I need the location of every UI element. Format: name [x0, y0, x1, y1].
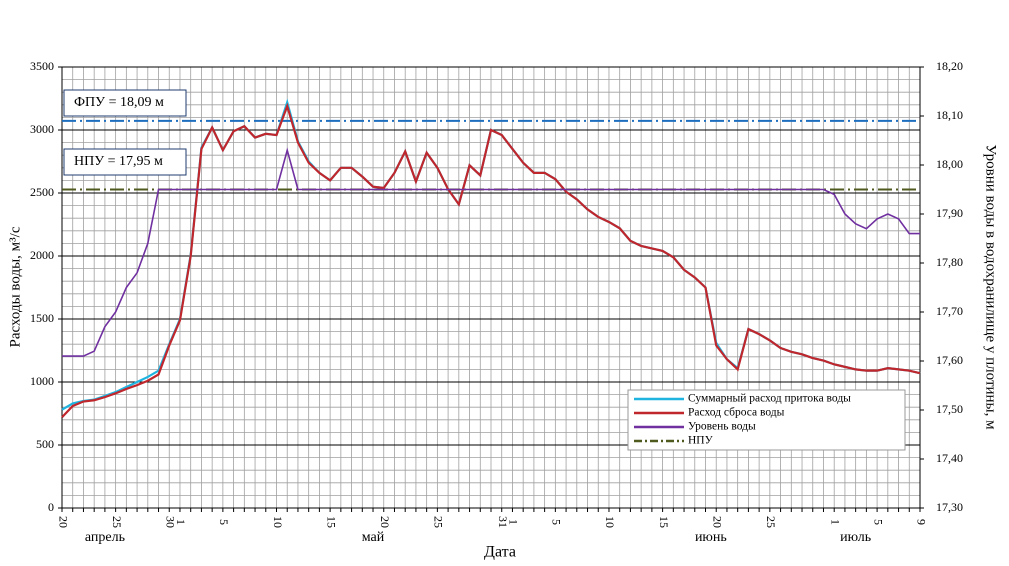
y-tick-label: 2500: [30, 185, 54, 199]
y2-tick-label: 18,00: [936, 157, 963, 171]
series-line: [61, 102, 921, 419]
x-tick-label: 31: [496, 516, 510, 528]
x-tick-label: 1: [828, 519, 842, 525]
x-tick-label: 25: [764, 516, 778, 528]
x-tick-label: 10: [603, 516, 617, 528]
x-tick-label: 10: [271, 516, 285, 528]
y-tick-label: 500: [36, 437, 54, 451]
x-tick-label: 30: [164, 516, 178, 528]
y2-axis-label: Уровни воды в водохранилище у плотины, м: [983, 144, 999, 430]
y-tick-label: 1500: [30, 311, 54, 325]
y-tick-label: 3000: [30, 122, 54, 136]
y2-tick-label: 17,40: [936, 451, 963, 465]
y2-tick-label: 17,90: [936, 206, 963, 220]
x-tick-label: 5: [217, 519, 231, 525]
month-label: май: [362, 530, 385, 545]
reference-label-box: [63, 148, 187, 176]
x-tick-label: 5: [550, 519, 564, 525]
legend-label: Уровень воды: [688, 421, 756, 433]
y2-tick-label: 18,10: [936, 108, 963, 122]
y2-tick-label: 18,20: [936, 59, 963, 73]
reference-label-box: [63, 89, 187, 117]
legend-label: Расход сброса воды: [688, 407, 785, 419]
x-tick-label: 9: [914, 519, 928, 525]
x-tick-label: 20: [710, 516, 724, 528]
x-tick-label: 5: [871, 519, 885, 525]
reference-label: ФПУ = 18,09 м: [74, 95, 164, 110]
y2-tick-label: 17,30: [936, 500, 963, 514]
y-tick-label: 2000: [30, 248, 54, 262]
y2-tick-label: 17,80: [936, 255, 963, 269]
y2-tick-label: 17,60: [936, 353, 963, 367]
y-tick-label: 3500: [30, 59, 54, 73]
x-tick-label: 1: [174, 519, 188, 525]
y2-tick-label: 17,50: [936, 402, 963, 416]
y-tick-label: 1000: [30, 374, 54, 388]
series-line: [62, 147, 920, 357]
legend-label: НПУ: [688, 435, 714, 447]
reference-label: НПУ = 17,95 м: [74, 154, 163, 169]
x-tick-label: 1: [507, 519, 521, 525]
month-label: июнь: [695, 530, 727, 545]
month-label: апрель: [85, 530, 125, 545]
y-tick-label: 0: [48, 500, 54, 514]
x-axis-label: Дата: [484, 544, 516, 561]
x-tick-label: 25: [110, 516, 124, 528]
y-axis-label: Расходы воды, м³/с: [7, 226, 23, 347]
x-tick-label: 25: [432, 516, 446, 528]
legend-label: Суммарный расход притока воды: [688, 393, 851, 405]
y2-tick-label: 17,70: [936, 304, 963, 318]
x-tick-label: 20: [378, 516, 392, 528]
month-label: июль: [840, 530, 871, 545]
x-tick-label: 15: [657, 516, 671, 528]
x-tick-label: 20: [56, 516, 70, 528]
x-tick-label: 15: [324, 516, 338, 528]
